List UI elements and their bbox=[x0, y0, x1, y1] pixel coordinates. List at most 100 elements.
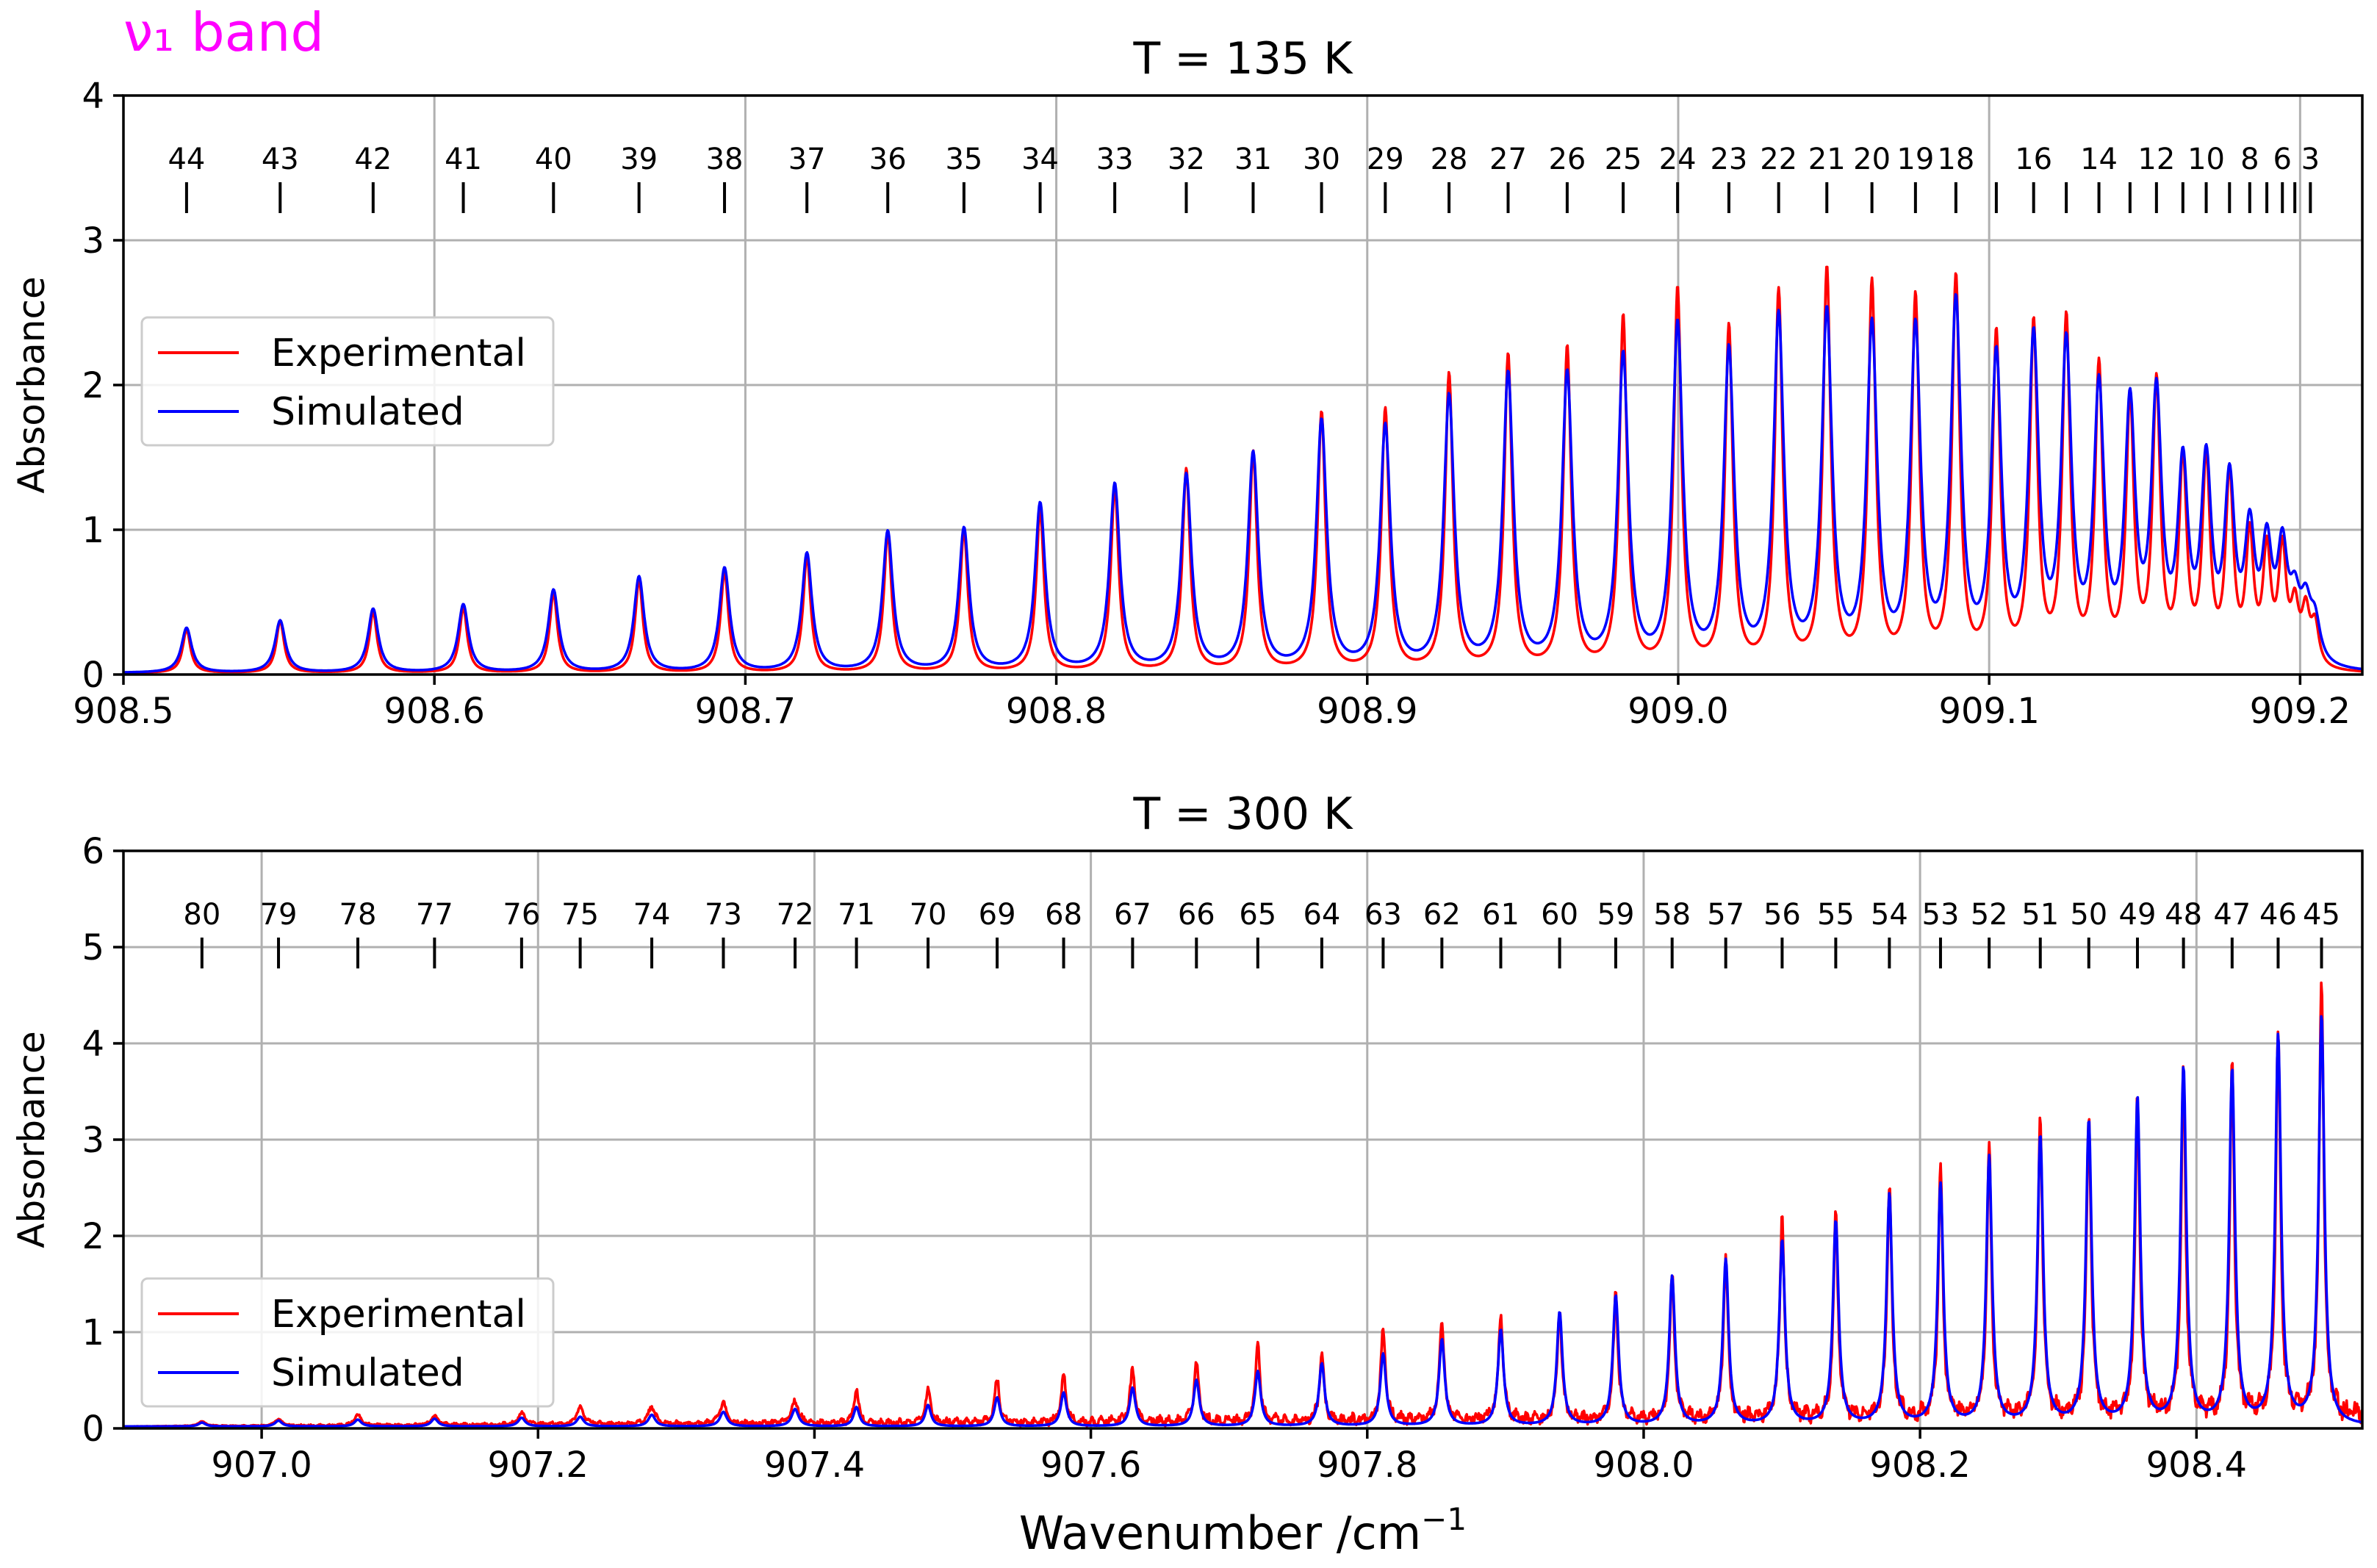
simulated-legend-label: Simulated bbox=[271, 1351, 464, 1395]
transition-label: 3 bbox=[2301, 143, 2320, 176]
transition-label: 54 bbox=[1871, 898, 1908, 932]
transition-label: 69 bbox=[979, 898, 1016, 932]
transition-label: 22 bbox=[1760, 143, 1797, 176]
chart-title: T = 300 K bbox=[1132, 788, 1353, 840]
transition-label: 61 bbox=[1482, 898, 1520, 932]
transition-label: 18 bbox=[1937, 143, 1974, 176]
x-tick-label: 907.2 bbox=[488, 1445, 589, 1486]
transition-label: 25 bbox=[1605, 143, 1642, 176]
x-tick-label: 907.4 bbox=[764, 1445, 865, 1486]
y-tick-label: 4 bbox=[82, 76, 104, 117]
transition-label: 55 bbox=[1817, 898, 1855, 932]
transition-label: 30 bbox=[1303, 143, 1340, 176]
transition-label: 60 bbox=[1541, 898, 1578, 932]
transition-label: 39 bbox=[620, 143, 658, 176]
series-group bbox=[123, 981, 2362, 1428]
y-tick-label: 2 bbox=[82, 1216, 104, 1257]
transition-label: 41 bbox=[445, 143, 482, 176]
band-label: ν₁ band bbox=[123, 1, 325, 63]
transition-label: 10 bbox=[2187, 143, 2225, 176]
transition-label: 57 bbox=[1707, 898, 1744, 932]
transition-label: 80 bbox=[183, 898, 220, 932]
transition-label: 53 bbox=[1922, 898, 1960, 932]
transition-label: 58 bbox=[1653, 898, 1691, 932]
legend-box bbox=[140, 316, 555, 447]
transition-label: 64 bbox=[1303, 898, 1340, 932]
experimental-series-line bbox=[123, 265, 2362, 675]
transition-label: 35 bbox=[945, 143, 982, 176]
transition-label: 12 bbox=[2137, 143, 2175, 176]
y-tick-label: 1 bbox=[82, 510, 104, 551]
series-group bbox=[123, 265, 2362, 675]
x-axis-label-main: Wavenumber /cm bbox=[1019, 1506, 1421, 1560]
x-tick-label: 907.0 bbox=[211, 1445, 312, 1486]
transition-label: 38 bbox=[706, 143, 744, 176]
chart-title: T = 135 K bbox=[1132, 33, 1353, 84]
x-tick-label: 909.0 bbox=[1628, 691, 1728, 732]
transition-label: 66 bbox=[1178, 898, 1215, 932]
x-tick-label: 908.4 bbox=[2146, 1445, 2247, 1486]
x-tick-label: 907.8 bbox=[1317, 1445, 1417, 1486]
transition-label: 75 bbox=[561, 898, 599, 932]
y-axis-label: Absorbance bbox=[10, 276, 53, 493]
legend: Experimental Simulated bbox=[140, 316, 555, 447]
transition-label: 59 bbox=[1597, 898, 1635, 932]
simulated-series-line bbox=[123, 1015, 2362, 1428]
y-tick-label: 5 bbox=[82, 927, 104, 968]
transition-label: 52 bbox=[1971, 898, 2008, 932]
transition-label: 21 bbox=[1808, 143, 1846, 176]
transition-label: 77 bbox=[416, 898, 453, 932]
x-tick-label: 908.9 bbox=[1317, 691, 1417, 732]
transition-label: 32 bbox=[1168, 143, 1205, 176]
legend-box bbox=[140, 1277, 555, 1408]
transition-label: 31 bbox=[1234, 143, 1272, 176]
y-axis-label: Absorbance bbox=[10, 1031, 53, 1248]
transition-label: 62 bbox=[1423, 898, 1461, 932]
transition-label: 26 bbox=[1548, 143, 1586, 176]
transition-label: 65 bbox=[1239, 898, 1276, 932]
transition-label: 73 bbox=[705, 898, 742, 932]
transition-label: 20 bbox=[1853, 143, 1891, 176]
simulated-series-line bbox=[123, 292, 2362, 674]
transition-label: 14 bbox=[2080, 143, 2118, 176]
x-tick-label: 908.8 bbox=[1006, 691, 1107, 732]
x-tick-label: 907.6 bbox=[1040, 1445, 1141, 1486]
legend: Experimental Simulated bbox=[140, 1277, 555, 1408]
transition-label: 72 bbox=[777, 898, 814, 932]
x-tick-label: 908.2 bbox=[1869, 1445, 1970, 1486]
x-axis-label-exponent: −1 bbox=[1421, 1501, 1467, 1537]
transition-label: 48 bbox=[2165, 898, 2202, 932]
x-tick-label: 908.7 bbox=[695, 691, 796, 732]
transition-label: 27 bbox=[1489, 143, 1527, 176]
transition-label: 42 bbox=[354, 143, 392, 176]
transition-label: 71 bbox=[838, 898, 875, 932]
transition-labels: 80 79 78 77 76 75 74 73 72 71 70 69 68 67 66 65 64 63 62 61… bbox=[183, 898, 2340, 968]
x-tick-label: 909.2 bbox=[2250, 691, 2351, 732]
transition-label: 45 bbox=[2303, 898, 2340, 932]
transition-label: 56 bbox=[1763, 898, 1801, 932]
transition-label: 37 bbox=[788, 143, 826, 176]
transition-label: 24 bbox=[1659, 143, 1697, 176]
transition-label: 70 bbox=[910, 898, 947, 932]
transition-label: 6 bbox=[2273, 143, 2292, 176]
transition-label: 44 bbox=[168, 143, 205, 176]
transition-label: 40 bbox=[535, 143, 572, 176]
y-tick-label: 3 bbox=[82, 1120, 104, 1161]
transition-label: 28 bbox=[1431, 143, 1468, 176]
transition-label: 19 bbox=[1896, 143, 1934, 176]
transition-label: 68 bbox=[1045, 898, 1082, 932]
experimental-legend-label: Experimental bbox=[271, 1292, 526, 1337]
x-tick-label: 908.0 bbox=[1593, 1445, 1694, 1486]
transition-label: 33 bbox=[1096, 143, 1134, 176]
chart-panel-2: 80 79 78 77 76 75 74 73 72 71 70 69 68 67 66 65 64 63 62 61… bbox=[10, 788, 2364, 1560]
transition-label: 50 bbox=[2070, 898, 2107, 932]
y-tick-label: 2 bbox=[82, 365, 104, 406]
transition-label: 34 bbox=[1021, 143, 1059, 176]
transition-label: 29 bbox=[1367, 143, 1404, 176]
x-axis-label: Wavenumber /cm−1 bbox=[1019, 1501, 1467, 1560]
x-tick-label: 909.1 bbox=[1938, 691, 2039, 732]
y-tick-label: 1 bbox=[82, 1312, 104, 1353]
transition-label: 63 bbox=[1364, 898, 1402, 932]
y-tick-label: 6 bbox=[82, 831, 104, 872]
